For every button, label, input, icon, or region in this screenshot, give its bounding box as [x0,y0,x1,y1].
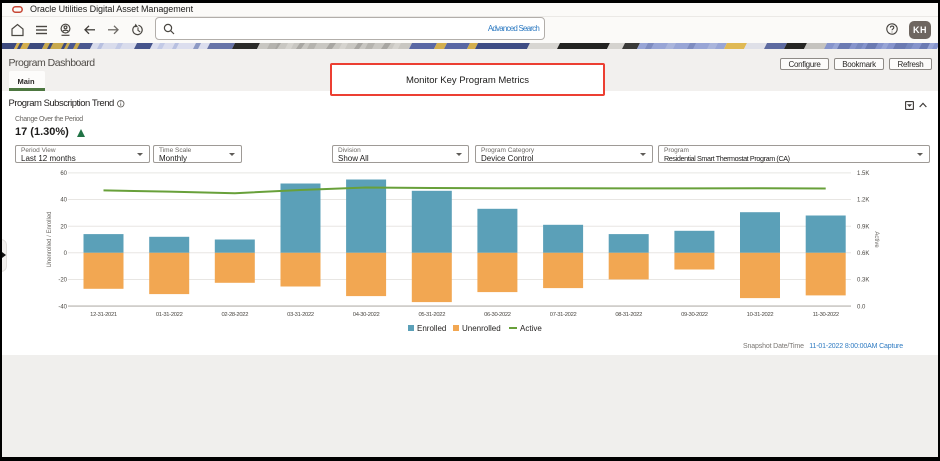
svg-text:0.0: 0.0 [857,304,866,310]
svg-text:Enrolled: Enrolled [417,324,446,333]
svg-text:1.5K: 1.5K [857,171,869,177]
svg-text:12-31-2021: 12-31-2021 [90,312,117,318]
svg-text:09-30-2022: 09-30-2022 [681,312,708,318]
svg-text:Unenrolled / Enrolled: Unenrolled / Enrolled [47,211,53,267]
svg-text:60: 60 [60,171,67,177]
svg-text:02-28-2022: 02-28-2022 [221,312,248,318]
svg-text:40: 40 [60,198,67,204]
svg-text:1.2K: 1.2K [857,198,869,204]
svg-text:11-30-2022: 11-30-2022 [813,312,839,318]
svg-text:Active: Active [873,231,879,248]
svg-text:01-31-2022: 01-31-2022 [156,312,183,318]
svg-text:Unenrolled: Unenrolled [462,324,501,333]
svg-text:0.3K: 0.3K [857,278,869,284]
svg-text:0.9K: 0.9K [857,224,869,230]
svg-text:04-30-2022: 04-30-2022 [353,312,380,318]
svg-text:07-31-2022: 07-31-2022 [550,312,577,318]
svg-text:05-31-2022: 05-31-2022 [418,312,445,318]
svg-text:Active: Active [520,324,542,333]
svg-text:10-31-2022: 10-31-2022 [747,312,774,318]
svg-text:20: 20 [60,224,67,230]
svg-text:0.6K: 0.6K [857,251,869,257]
svg-text:-20: -20 [58,278,67,284]
svg-text:03-31-2022: 03-31-2022 [287,312,314,318]
svg-text:0: 0 [64,251,68,257]
svg-text:08-31-2022: 08-31-2022 [615,312,642,318]
svg-text:06-30-2022: 06-30-2022 [484,312,511,318]
svg-text:-40: -40 [58,304,67,310]
